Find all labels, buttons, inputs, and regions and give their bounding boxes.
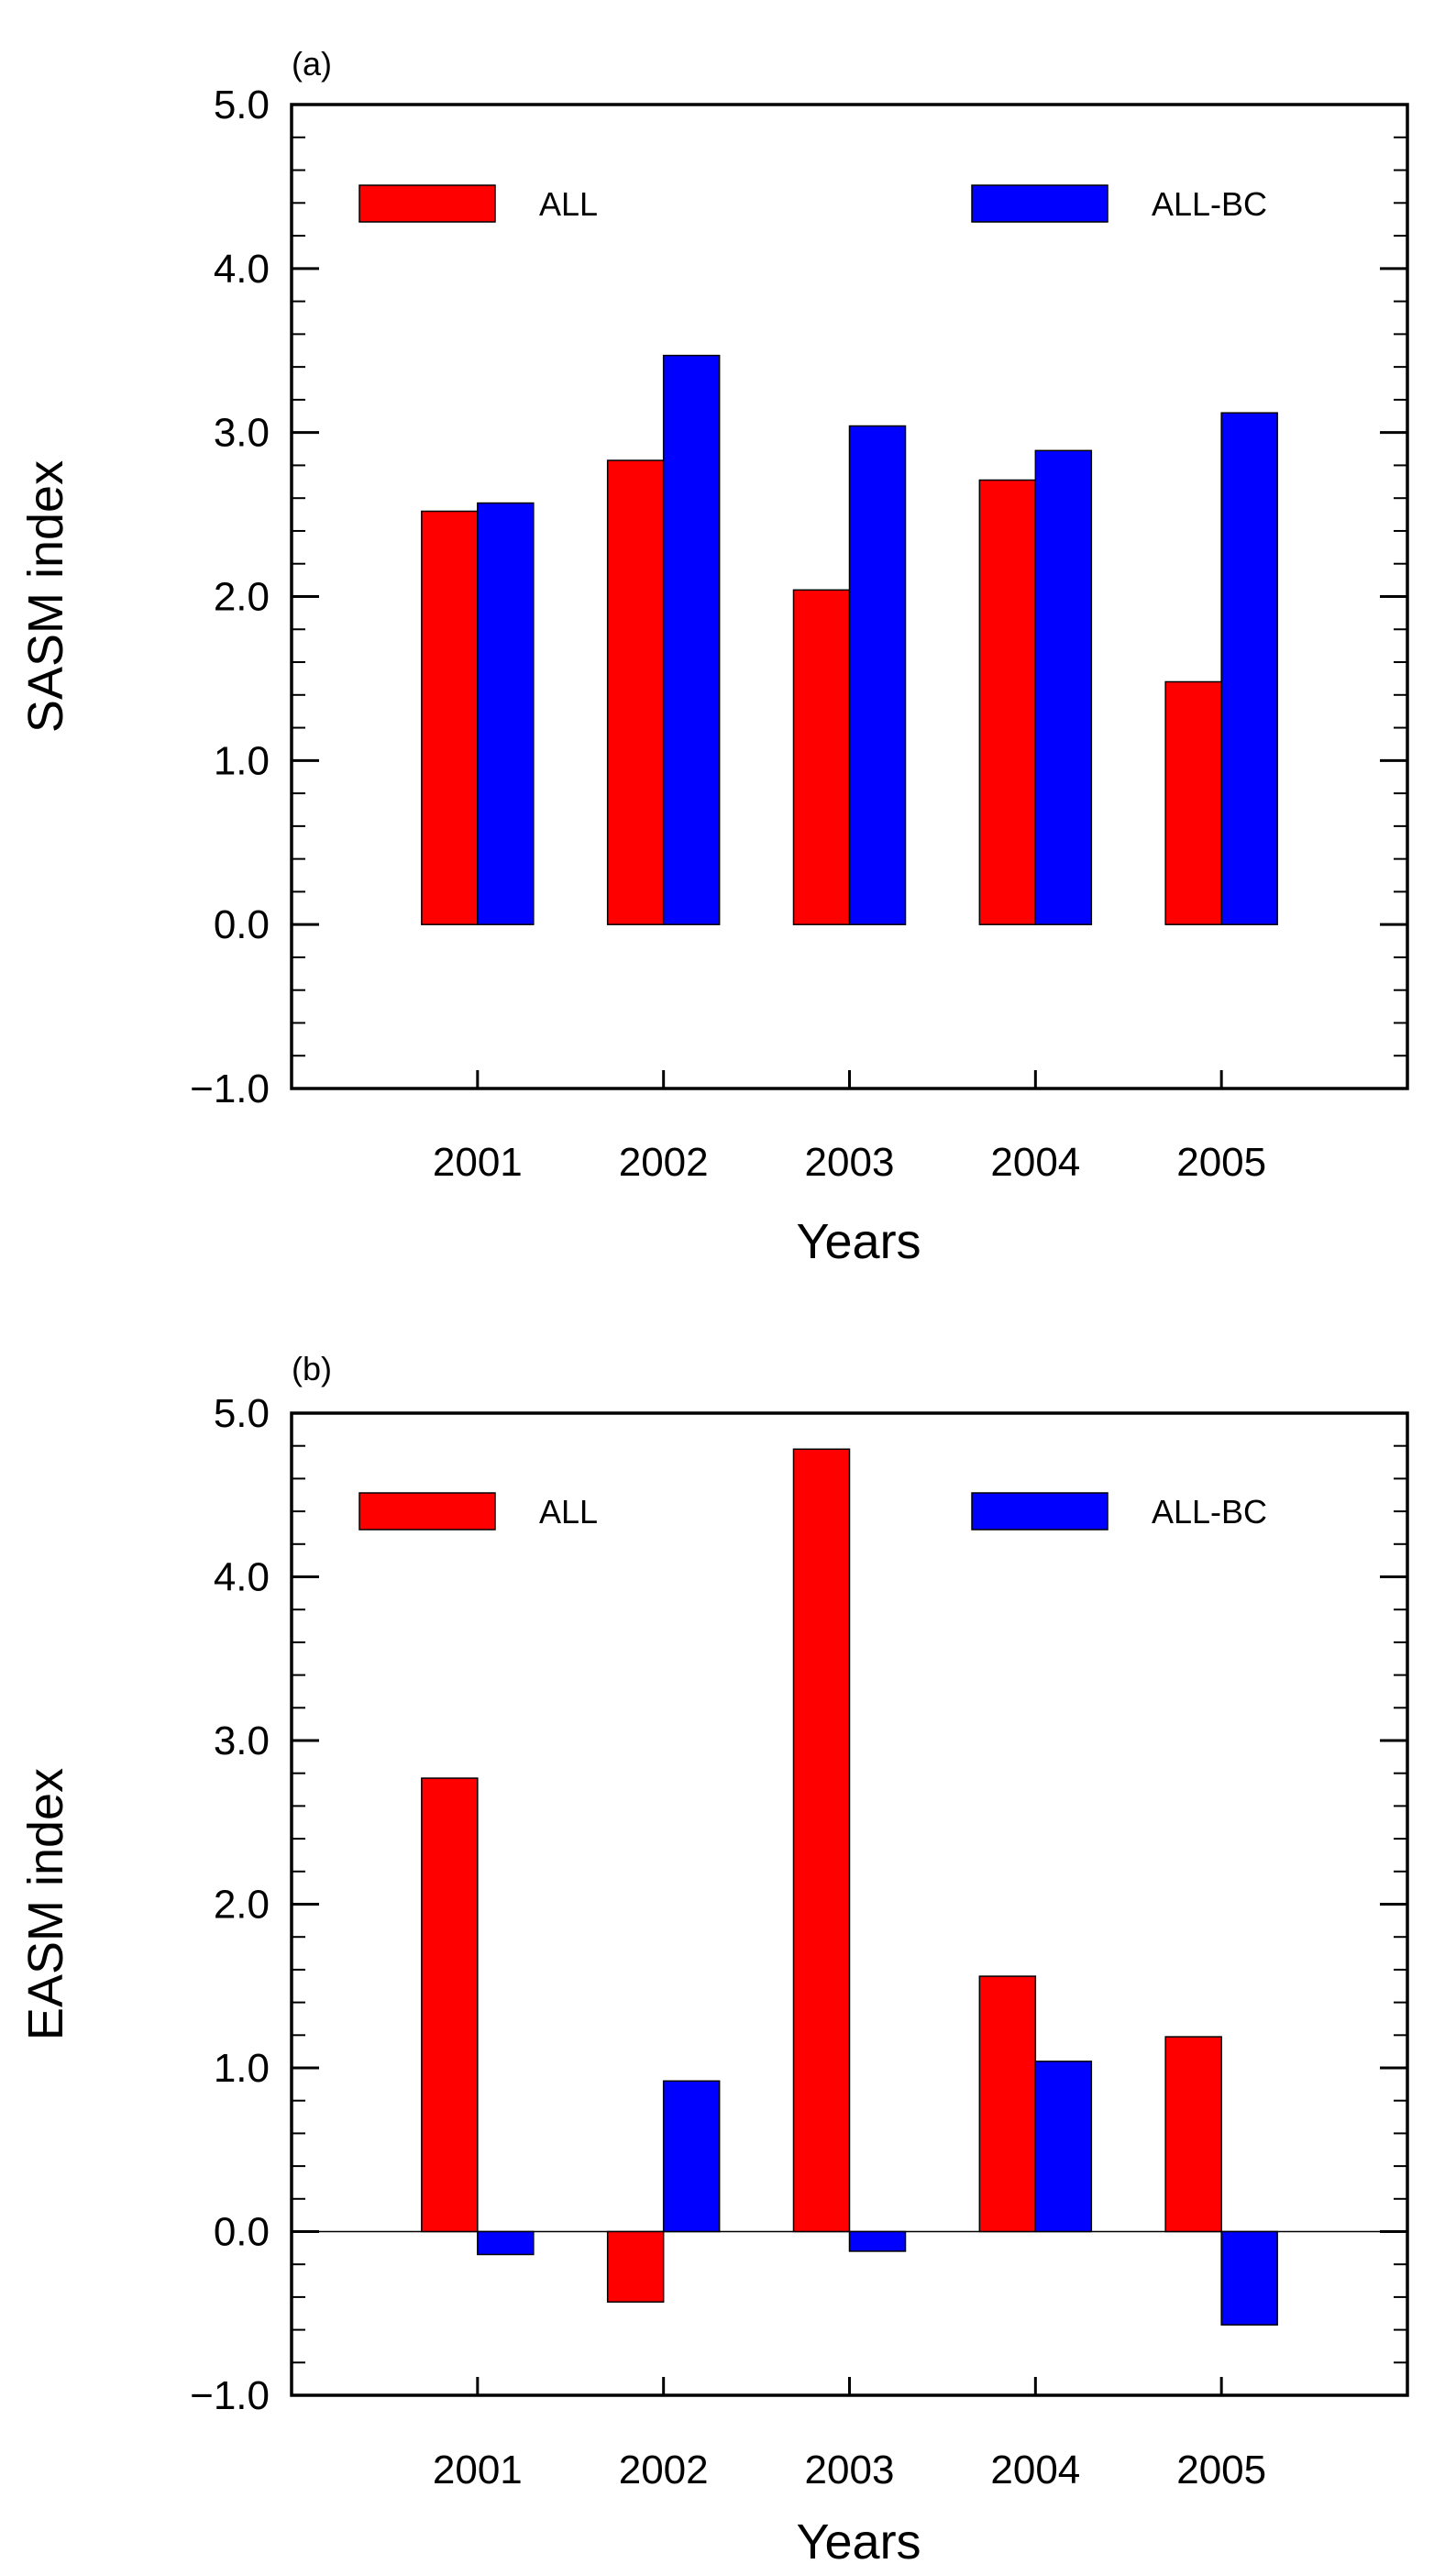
y-tick-label: 3.0 xyxy=(214,411,270,456)
chart-panel-a: (a) −1.0 0.0 1.0 2.0 3.0 4.0 5.0 2001 2002 2003 200… xyxy=(18,45,1409,1269)
bar-all-bc-2002 xyxy=(662,2080,721,2233)
x-tick-label: 2004 xyxy=(990,2448,1080,2492)
bar-all-bc-2004 xyxy=(1034,449,1093,925)
bar-all-2001 xyxy=(421,1777,479,2233)
y-tick-label: 2.0 xyxy=(214,575,270,620)
x-tick-label: 2005 xyxy=(1176,1140,1266,1185)
legend: ALL ALL-BC xyxy=(358,184,1267,223)
legend: ALL ALL-BC xyxy=(358,1492,1267,1531)
bar-all-2004 xyxy=(978,479,1037,925)
bar-all-2005 xyxy=(1164,2036,1222,2233)
bar-all-2005 xyxy=(1164,680,1222,925)
bar-all-bc-2002 xyxy=(662,354,721,925)
legend-label-all: ALL xyxy=(539,1493,598,1531)
bar-all-2003 xyxy=(792,1448,851,2233)
y-tick-label: 0.0 xyxy=(214,2210,270,2255)
y-tick-label: 0.0 xyxy=(214,902,270,947)
y-tick-label: 5.0 xyxy=(214,1391,270,1436)
legend-label-all-bc: ALL-BC xyxy=(1152,1493,1267,1531)
chart-panel-b: (b) −1.0 0.0 1.0 2.0 3.0 4.0 5.0 2001 2002 2003 200… xyxy=(18,1350,1409,2564)
bar-all-bc-2001 xyxy=(477,2230,535,2256)
bar-all-2002 xyxy=(606,459,665,925)
panel-label: (a) xyxy=(292,45,332,83)
bar-all-bc-2003 xyxy=(848,2230,907,2252)
bar-all-2001 xyxy=(421,510,479,925)
plot-frame xyxy=(290,1411,1409,2397)
bar-all-2002 xyxy=(606,2230,665,2304)
y-tick-label: −1.0 xyxy=(190,2373,270,2418)
x-tick-label: 2003 xyxy=(805,2448,895,2492)
y-tick-label: 3.0 xyxy=(214,1719,270,1763)
bar-all-bc-2001 xyxy=(477,502,535,925)
x-axis-title: Years xyxy=(796,2514,921,2564)
legend-swatch-all-bc xyxy=(971,1492,1109,1531)
x-tick-label: 2004 xyxy=(990,1140,1080,1185)
x-tick-label: 2002 xyxy=(619,2448,709,2492)
y-tick-label: 1.0 xyxy=(214,2046,270,2091)
legend-swatch-all-bc xyxy=(971,184,1109,223)
legend-label-all: ALL xyxy=(539,185,598,223)
y-axis-title: SASM index xyxy=(18,460,73,733)
bar-all-2004 xyxy=(978,1975,1037,2233)
bar-all-bc-2005 xyxy=(1220,2230,1278,2326)
x-tick-label: 2002 xyxy=(619,1140,709,1185)
x-tick-label: 2001 xyxy=(433,1140,523,1185)
x-axis-title: Years xyxy=(796,1214,921,1269)
bar-all-bc-2005 xyxy=(1220,412,1278,925)
panel-label: (b) xyxy=(292,1350,332,1387)
x-tick-label: 2003 xyxy=(805,1140,895,1185)
legend-swatch-all xyxy=(358,184,496,223)
legend-swatch-all xyxy=(358,1492,496,1531)
plot-frame xyxy=(290,103,1409,1090)
y-axis-title: EASM index xyxy=(18,1768,73,2040)
legend-label-all-bc: ALL-BC xyxy=(1152,185,1267,223)
y-tick-label: −1.0 xyxy=(190,1066,270,1111)
y-tick-label: 5.0 xyxy=(214,83,270,127)
bar-all-2003 xyxy=(792,589,851,925)
x-tick-label: 2005 xyxy=(1176,2448,1266,2492)
y-tick-label: 4.0 xyxy=(214,247,270,292)
y-tick-label: 2.0 xyxy=(214,1883,270,1928)
x-tick-label: 2001 xyxy=(433,2448,523,2492)
y-tick-label: 4.0 xyxy=(214,1555,270,1600)
bar-all-bc-2003 xyxy=(848,425,907,925)
bar-all-bc-2004 xyxy=(1034,2061,1093,2233)
y-tick-label: 1.0 xyxy=(214,738,270,783)
